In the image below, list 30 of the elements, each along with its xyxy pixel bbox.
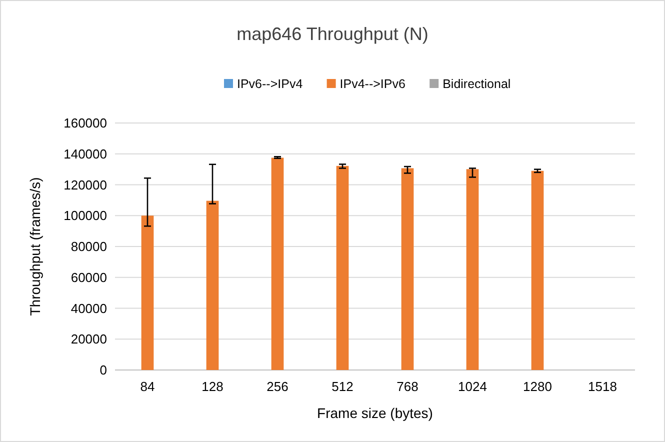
y-tick-label: 100000 xyxy=(64,208,107,224)
legend-label: IPv6-->IPv4 xyxy=(237,77,303,91)
y-axis-title: Throughput (frames/s) xyxy=(27,177,43,316)
x-tick-label: 512 xyxy=(332,379,354,394)
legend-label: IPv4-->IPv6 xyxy=(340,77,406,91)
x-tick-label: 1518 xyxy=(588,379,617,394)
x-tick-label: 256 xyxy=(266,379,288,394)
y-tick-label: 120000 xyxy=(64,177,107,192)
y-tick-label: 60000 xyxy=(70,270,107,285)
y-tick-label: 80000 xyxy=(70,239,107,254)
x-tick-label: 128 xyxy=(202,379,224,394)
bar xyxy=(401,168,414,370)
legend-label: Bidirectional xyxy=(442,77,511,91)
y-tick-label: 0 xyxy=(100,362,107,378)
x-tick-label: 84 xyxy=(140,379,155,394)
bar xyxy=(336,166,349,370)
y-tick-label: 160000 xyxy=(64,116,107,130)
x-tick-label: 1024 xyxy=(458,379,487,394)
x-tick-label: 1280 xyxy=(523,379,552,394)
bar xyxy=(531,170,544,370)
chart-title: map646 Throughput (N) xyxy=(236,24,428,44)
y-tick-label: 20000 xyxy=(70,332,107,347)
x-axis-title: Frame size (bytes) xyxy=(317,405,433,421)
bar xyxy=(141,216,154,370)
y-tick-label: 140000 xyxy=(64,146,107,162)
x-tick-label: 768 xyxy=(396,379,418,394)
bar xyxy=(466,169,479,370)
y-tick-label: 40000 xyxy=(70,300,107,316)
bar xyxy=(206,200,219,370)
bar xyxy=(271,158,284,370)
